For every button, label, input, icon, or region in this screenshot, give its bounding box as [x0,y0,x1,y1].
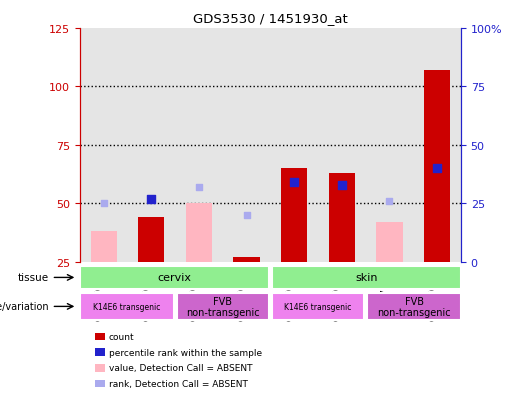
Text: K14E6 transgenic: K14E6 transgenic [93,302,160,311]
Bar [91,232,117,262]
Bar [95,380,105,387]
Bar [95,364,105,372]
Text: percentile rank within the sample: percentile rank within the sample [109,348,262,357]
Text: FVB
non-transgenic: FVB non-transgenic [186,296,260,318]
Text: FVB
non-transgenic: FVB non-transgenic [377,296,451,318]
Point [290,180,298,186]
Point [99,201,108,207]
Bar [80,29,128,262]
Bar [95,333,105,340]
Text: skin: skin [355,273,377,283]
Point [147,196,156,202]
Text: genotype/variation: genotype/variation [0,301,49,312]
Bar [222,29,270,262]
Bar [281,169,307,262]
Bar [233,258,260,262]
Bar [424,71,450,262]
Bar [80,266,269,289]
Bar [413,29,461,262]
Text: K14E6 transgenic: K14E6 transgenic [284,302,352,311]
Bar [175,29,222,262]
Text: value, Detection Call = ABSENT: value, Detection Call = ABSENT [109,363,252,373]
Bar [272,266,461,289]
Point [338,182,346,189]
Bar [366,29,413,262]
Text: count: count [109,332,134,341]
Bar [318,29,366,262]
Point [385,198,393,205]
Bar [177,293,269,320]
Point [195,184,203,191]
Text: rank, Detection Call = ABSENT: rank, Detection Call = ABSENT [109,379,248,388]
Bar [329,173,355,262]
Bar [138,218,164,262]
Point [243,212,251,219]
Bar [80,293,174,320]
Bar [270,29,318,262]
Bar [128,29,175,262]
Title: GDS3530 / 1451930_at: GDS3530 / 1451930_at [193,12,348,25]
Bar [367,293,461,320]
Text: tissue: tissue [18,273,49,283]
Point [433,166,441,172]
Bar [95,349,105,356]
Bar [376,223,403,262]
Bar [272,293,364,320]
Text: cervix: cervix [157,273,192,283]
Bar [186,204,212,262]
